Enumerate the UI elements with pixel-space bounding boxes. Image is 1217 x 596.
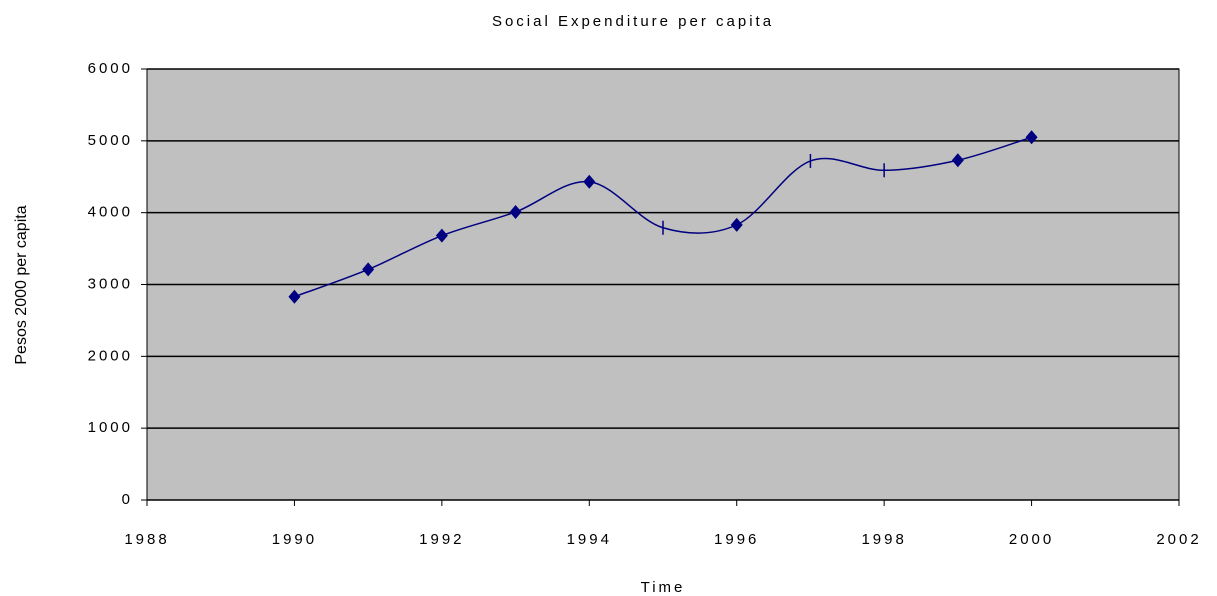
marker: [730, 217, 743, 232]
y-tick-label: 1000: [88, 419, 133, 436]
marker: [362, 262, 375, 277]
x-tick-label: 2002: [1156, 531, 1201, 548]
marker: [288, 289, 301, 304]
marker: [1025, 130, 1038, 145]
x-tick-label: 1992: [419, 531, 464, 548]
y-tick-label: 2000: [88, 347, 133, 364]
x-tick-label: 1996: [714, 531, 759, 548]
y-axis-label: Pesos 2000 per capita: [13, 205, 30, 364]
y-tick-label: 0: [122, 491, 133, 508]
x-tick-label: 1988: [124, 531, 169, 548]
x-tick-label: 1994: [567, 531, 612, 548]
marker: [435, 228, 448, 243]
x-tick-label: 1990: [272, 531, 317, 548]
marker: [583, 174, 596, 189]
x-axis-label: Time: [641, 579, 686, 596]
marker: [951, 153, 964, 168]
marker: [509, 204, 522, 219]
y-tick-label: 5000: [88, 132, 133, 149]
x-tick-label: 1998: [861, 531, 906, 548]
x-tick-label: 2000: [1009, 531, 1054, 548]
y-tick-label: 3000: [88, 275, 133, 292]
y-tick-label: 4000: [88, 204, 133, 221]
y-tick-label: 6000: [88, 60, 133, 77]
chart-title: Social Expenditure per capita: [492, 13, 774, 30]
